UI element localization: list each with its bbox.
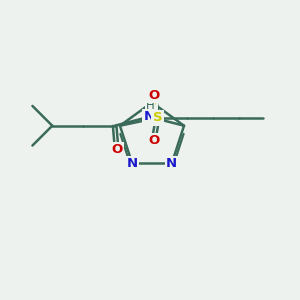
Text: O: O [148, 88, 159, 101]
Text: N: N [166, 157, 177, 170]
Text: O: O [111, 143, 122, 156]
Text: S: S [147, 96, 157, 109]
Text: S: S [153, 111, 162, 124]
Text: H: H [146, 99, 155, 112]
Text: N: N [144, 110, 155, 123]
Text: N: N [127, 157, 138, 170]
Text: O: O [148, 134, 159, 147]
